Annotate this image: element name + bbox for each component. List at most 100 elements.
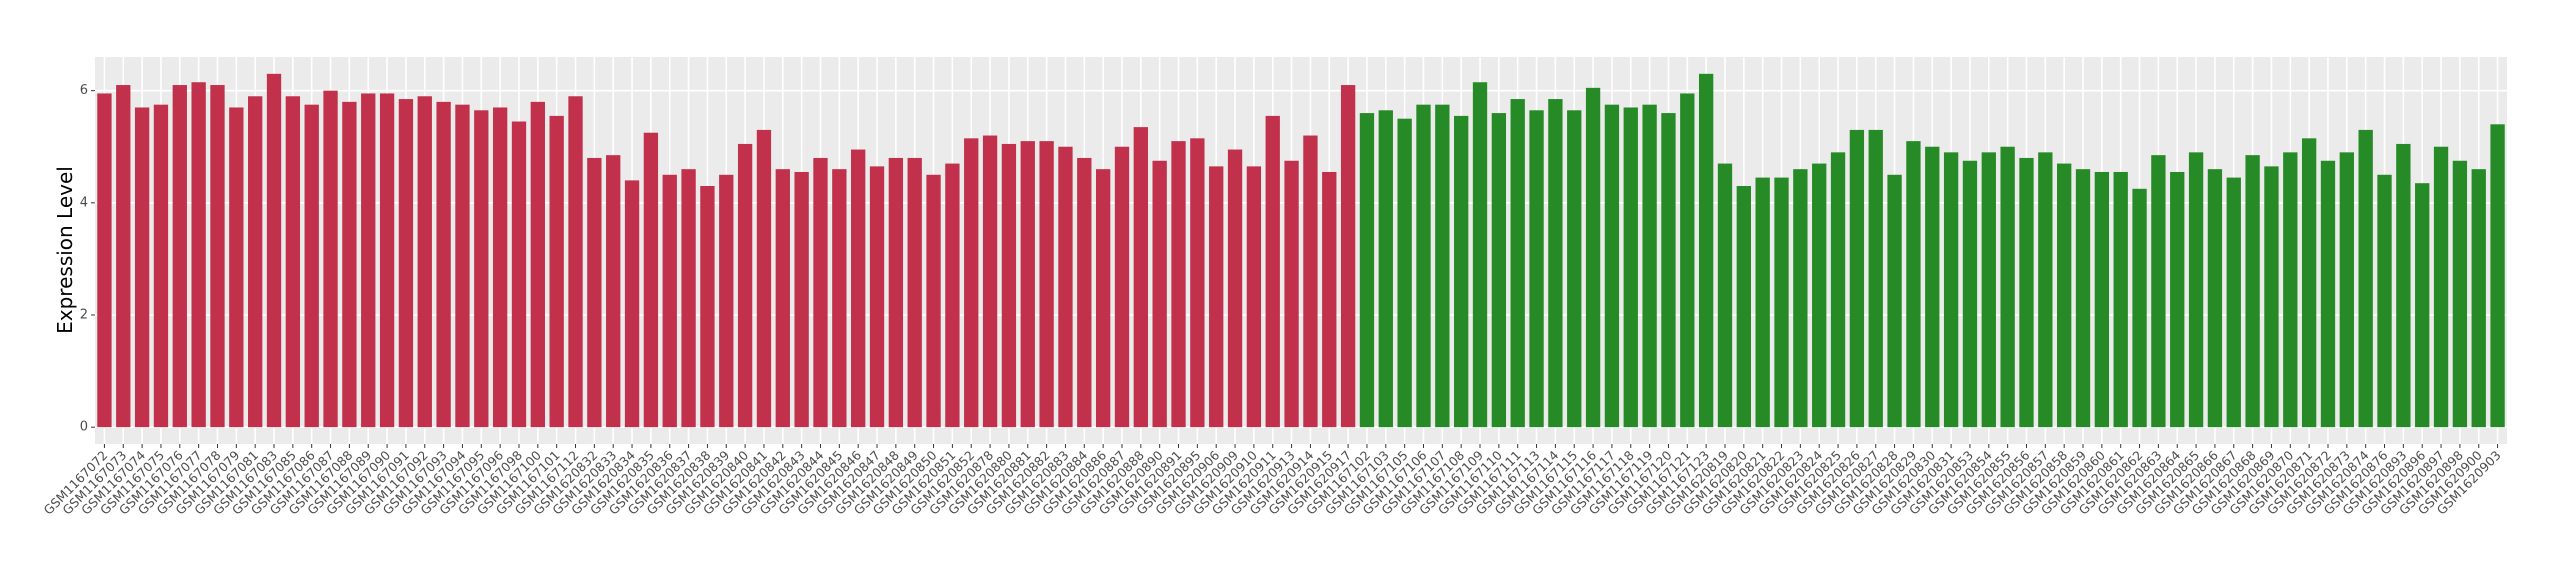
bar — [2415, 183, 2430, 428]
bar — [1284, 160, 1299, 428]
bar — [700, 186, 715, 428]
bar — [1793, 169, 1808, 428]
bar — [116, 85, 131, 428]
bar — [1698, 73, 1714, 428]
bar — [982, 135, 998, 428]
bar — [398, 99, 414, 428]
bar — [285, 96, 301, 428]
bar — [945, 163, 960, 428]
bar — [2339, 152, 2354, 428]
bar — [737, 143, 753, 428]
bar — [1058, 146, 1073, 428]
bar — [1887, 174, 1902, 428]
bar — [1435, 104, 1450, 428]
bar — [1152, 160, 1167, 428]
y-tick-label: 6 — [80, 83, 88, 98]
bar — [1661, 113, 1676, 428]
bar — [2188, 152, 2204, 428]
bar — [756, 129, 772, 428]
bar — [907, 157, 922, 428]
bar — [1585, 87, 1601, 428]
bar — [2170, 171, 2185, 428]
bar — [2057, 163, 2072, 428]
bar — [323, 90, 338, 428]
bar — [1717, 163, 1733, 428]
bar — [1340, 85, 1356, 428]
y-axis-title: Expression Level — [53, 166, 77, 334]
bar — [1962, 160, 1978, 428]
bar — [1680, 93, 1695, 428]
bar — [474, 110, 489, 428]
bar — [1604, 104, 1620, 428]
y-tick-label: 4 — [80, 195, 88, 210]
bar — [888, 157, 904, 428]
bar — [1529, 110, 1544, 428]
bar — [2207, 169, 2223, 428]
bar — [2075, 169, 2091, 428]
bar — [2226, 177, 2241, 428]
bar — [1246, 166, 1262, 428]
bar — [1359, 113, 1375, 428]
bar — [455, 104, 470, 428]
bar — [1906, 141, 1921, 428]
bar — [97, 93, 112, 428]
bar — [681, 169, 696, 428]
bar — [1133, 127, 1148, 428]
bar — [851, 149, 866, 428]
bar — [436, 101, 451, 428]
bar — [794, 171, 809, 428]
bar — [549, 115, 564, 428]
bar — [2320, 160, 2336, 428]
bar — [342, 101, 357, 428]
bar — [1322, 171, 1337, 428]
bar — [1020, 141, 1035, 428]
bar — [2264, 166, 2279, 428]
bar — [2433, 146, 2449, 428]
bar — [530, 101, 545, 428]
bar — [191, 82, 206, 428]
bar — [1190, 138, 1205, 428]
bar — [2151, 155, 2166, 428]
bar — [1849, 129, 1865, 428]
bar — [248, 96, 263, 428]
bar — [2094, 171, 2110, 428]
bar — [2038, 152, 2053, 428]
bar — [1755, 177, 1770, 428]
bar — [492, 107, 508, 428]
bar — [210, 85, 225, 428]
bar — [2132, 188, 2147, 428]
bar — [813, 157, 828, 428]
bar — [606, 155, 621, 428]
bar — [2113, 171, 2128, 428]
bar — [379, 93, 395, 428]
bar — [1868, 129, 1883, 428]
bar — [2471, 169, 2486, 428]
bar — [1454, 115, 1469, 428]
bar — [775, 169, 790, 428]
bar — [361, 93, 376, 428]
bar — [1812, 163, 1827, 428]
bar — [1491, 113, 1507, 428]
bar — [662, 174, 677, 428]
bar — [2245, 155, 2260, 428]
bar — [1265, 115, 1280, 428]
bar — [719, 174, 734, 428]
bar — [229, 107, 244, 428]
bar — [1472, 82, 1488, 428]
bar — [2452, 160, 2468, 428]
bar — [832, 169, 847, 428]
bar — [1736, 186, 1751, 428]
bar — [587, 157, 602, 428]
bar — [2490, 124, 2505, 428]
bar — [2396, 143, 2411, 428]
bar — [1981, 152, 1996, 428]
bar — [1397, 118, 1412, 428]
bar — [1303, 135, 1318, 428]
y-tick-label: 2 — [80, 308, 88, 323]
bar — [568, 96, 583, 428]
bar — [1001, 143, 1017, 428]
bar — [643, 132, 659, 428]
bar — [1416, 104, 1431, 428]
bar — [266, 73, 282, 428]
